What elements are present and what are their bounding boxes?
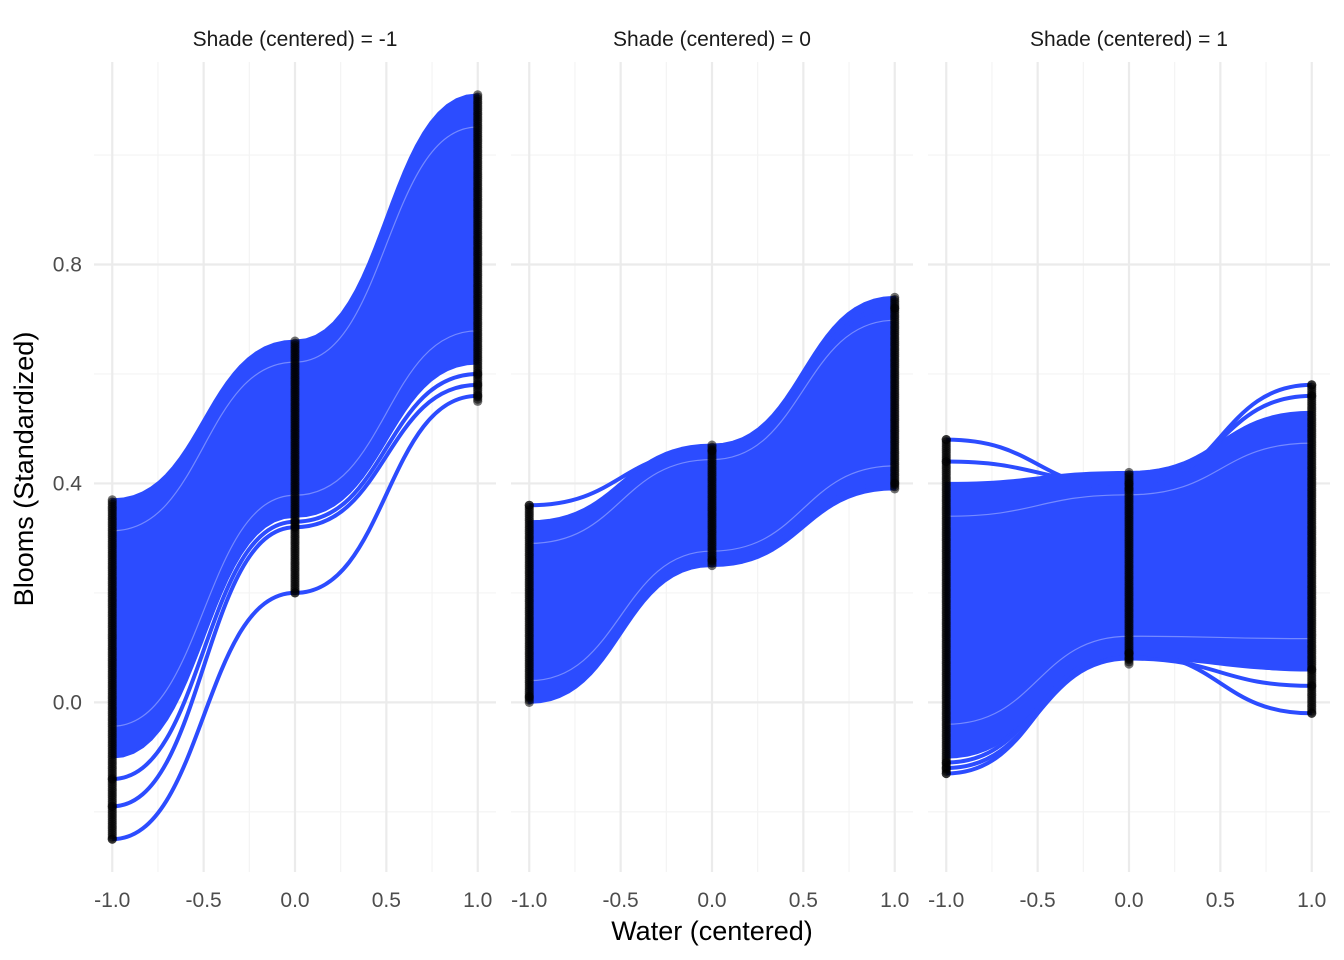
x-tick-label: 0.5 bbox=[1206, 889, 1235, 912]
data-point bbox=[1307, 664, 1317, 675]
data-point bbox=[707, 445, 717, 456]
x-tick-label: -1.0 bbox=[928, 889, 964, 912]
x-tick-label: -0.5 bbox=[1020, 889, 1056, 912]
x-tick-label: 0.5 bbox=[789, 889, 818, 912]
data-point bbox=[941, 435, 951, 445]
x-tick-label: 0.0 bbox=[280, 889, 309, 912]
point-column bbox=[290, 336, 300, 598]
data-point bbox=[1124, 478, 1134, 489]
curve-line bbox=[946, 656, 1312, 771]
x-tick-label: 1.0 bbox=[1297, 889, 1326, 912]
curve-line bbox=[529, 306, 895, 508]
data-point bbox=[107, 774, 117, 784]
data-point bbox=[890, 478, 900, 489]
data-point bbox=[473, 391, 483, 401]
x-tick-label: 1.0 bbox=[880, 889, 909, 912]
data-point bbox=[473, 369, 483, 379]
x-tick-label: 0.0 bbox=[697, 889, 726, 912]
data-point bbox=[1307, 391, 1317, 401]
data-point bbox=[1124, 648, 1134, 658]
facet-panel-1: Shade (centered) = -1 -1.0 -0.5 0.0 0.5 1.0 bbox=[94, 28, 496, 912]
data-point bbox=[107, 834, 117, 844]
point-column bbox=[707, 440, 717, 571]
point-column bbox=[1124, 467, 1134, 669]
facet-strip-label: Shade (centered) = 1 bbox=[1030, 28, 1228, 51]
y-axis: 0.0 0.4 0.8 bbox=[53, 254, 83, 715]
data-point bbox=[1307, 380, 1317, 390]
data-point bbox=[524, 692, 534, 702]
data-point bbox=[290, 588, 300, 598]
facet-strip-label: Shade (centered) = -1 bbox=[193, 28, 398, 51]
curve-highlight bbox=[946, 635, 1312, 725]
data-point bbox=[941, 456, 951, 467]
point-column bbox=[890, 292, 900, 494]
data-point bbox=[473, 380, 483, 390]
x-tick-label: -1.0 bbox=[94, 889, 130, 912]
facet-panel-3: Shade (centered) = 1 -1.0 -0.5 0.0 0.5 1.0 bbox=[928, 28, 1330, 912]
point-column bbox=[473, 90, 483, 406]
x-tick-label: -0.5 bbox=[603, 889, 639, 912]
facet-panel-2: Shade (centered) = 0 -1.0 -0.5 0.0 0.5 1.0 bbox=[511, 28, 913, 912]
facet-panels: Shade (centered) = -1-1.0 -0.5 0.0 0.5 1.0Sh… bbox=[94, 28, 1330, 912]
y-tick-label: 0.4 bbox=[53, 472, 83, 495]
x-tick-label: 1.0 bbox=[463, 889, 492, 912]
curve-line bbox=[946, 651, 1312, 765]
data-point bbox=[107, 801, 117, 811]
point-column bbox=[107, 495, 117, 844]
y-axis-title: Blooms (Standardized) bbox=[9, 332, 39, 607]
data-point bbox=[707, 555, 717, 565]
facet-strip-label: Shade (centered) = 0 bbox=[613, 28, 811, 51]
x-tick-label: 0.0 bbox=[1114, 889, 1143, 912]
data-point bbox=[1307, 681, 1317, 691]
data-point bbox=[524, 500, 534, 510]
data-point bbox=[941, 757, 951, 768]
x-tick-label: 0.5 bbox=[372, 889, 401, 912]
point-column bbox=[524, 500, 534, 707]
point-column bbox=[941, 435, 951, 779]
curve-line bbox=[112, 382, 478, 809]
data-point bbox=[290, 517, 300, 527]
data-point bbox=[890, 303, 900, 313]
x-tick-label: -0.5 bbox=[186, 889, 222, 912]
y-tick-label: 0.8 bbox=[53, 254, 82, 277]
x-tick-label: -1.0 bbox=[511, 889, 547, 912]
x-axis-title: Water (centered) bbox=[611, 916, 813, 946]
y-tick-label: 0.0 bbox=[53, 691, 82, 714]
data-point bbox=[1307, 708, 1317, 718]
